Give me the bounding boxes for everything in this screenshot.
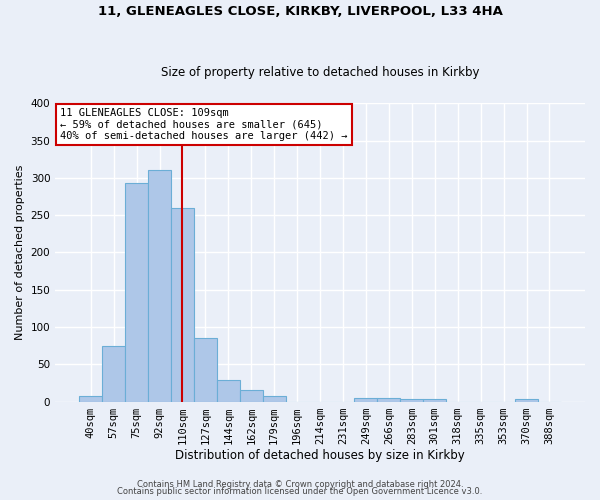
Bar: [423, 400, 446, 402]
Y-axis label: Number of detached properties: Number of detached properties: [15, 164, 25, 340]
Bar: [125, 183, 148, 402]
Bar: [79, 396, 102, 402]
X-axis label: Distribution of detached houses by size in Kirkby: Distribution of detached houses by size …: [175, 450, 465, 462]
Bar: [171, 208, 194, 402]
Bar: [194, 338, 217, 402]
Bar: [400, 400, 423, 402]
Text: 11, GLENEAGLES CLOSE, KIRKBY, LIVERPOOL, L33 4HA: 11, GLENEAGLES CLOSE, KIRKBY, LIVERPOOL,…: [98, 5, 502, 18]
Bar: [102, 346, 125, 402]
Bar: [148, 170, 171, 402]
Bar: [263, 396, 286, 402]
Bar: [515, 400, 538, 402]
Text: Contains HM Land Registry data © Crown copyright and database right 2024.: Contains HM Land Registry data © Crown c…: [137, 480, 463, 489]
Title: Size of property relative to detached houses in Kirkby: Size of property relative to detached ho…: [161, 66, 479, 78]
Bar: [217, 380, 240, 402]
Bar: [355, 398, 377, 402]
Bar: [377, 398, 400, 402]
Text: Contains public sector information licensed under the Open Government Licence v3: Contains public sector information licen…: [118, 487, 482, 496]
Text: 11 GLENEAGLES CLOSE: 109sqm
← 59% of detached houses are smaller (645)
40% of se: 11 GLENEAGLES CLOSE: 109sqm ← 59% of det…: [61, 108, 348, 141]
Bar: [240, 390, 263, 402]
